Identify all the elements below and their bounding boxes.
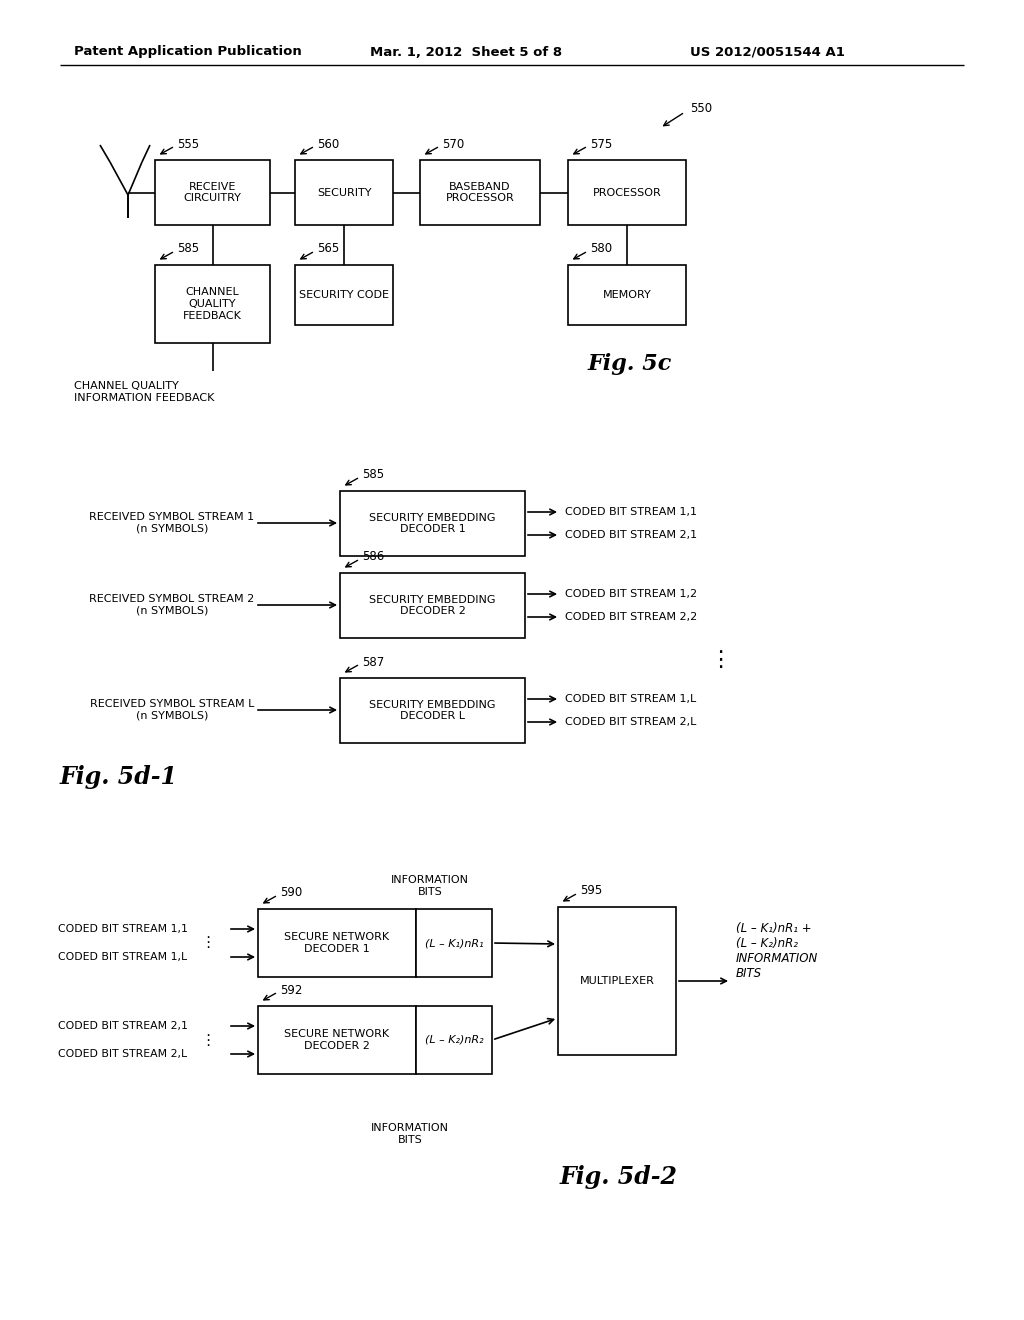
Text: MEMORY: MEMORY: [603, 290, 651, 300]
Text: RECEIVED SYMBOL STREAM L
(n SYMBOLS): RECEIVED SYMBOL STREAM L (n SYMBOLS): [90, 700, 254, 721]
Text: 595: 595: [580, 884, 602, 898]
Text: 575: 575: [590, 137, 612, 150]
Text: 585: 585: [177, 243, 199, 256]
Text: CHANNEL QUALITY
INFORMATION FEEDBACK: CHANNEL QUALITY INFORMATION FEEDBACK: [74, 381, 214, 403]
Text: CODED BIT STREAM 2,L: CODED BIT STREAM 2,L: [565, 717, 696, 727]
Text: CODED BIT STREAM 2,L: CODED BIT STREAM 2,L: [58, 1049, 187, 1059]
Text: CODED BIT STREAM 2,1: CODED BIT STREAM 2,1: [58, 1020, 187, 1031]
Text: INFORMATION
BITS: INFORMATION BITS: [371, 1123, 449, 1144]
Bar: [416, 909, 492, 977]
Text: 586: 586: [362, 550, 384, 564]
Text: Mar. 1, 2012  Sheet 5 of 8: Mar. 1, 2012 Sheet 5 of 8: [370, 45, 562, 58]
Text: RECEIVE
CIRCUITRY: RECEIVE CIRCUITRY: [183, 182, 242, 203]
Text: ⋮: ⋮: [709, 649, 731, 671]
Text: Patent Application Publication: Patent Application Publication: [74, 45, 302, 58]
Bar: [340, 678, 525, 743]
Text: RECEIVED SYMBOL STREAM 2
(n SYMBOLS): RECEIVED SYMBOL STREAM 2 (n SYMBOLS): [89, 594, 255, 616]
Text: INFORMATION
BITS: INFORMATION BITS: [391, 875, 469, 896]
Text: (L – K₁)nR₁ +
(L – K₂)nR₂
INFORMATION
BITS: (L – K₁)nR₁ + (L – K₂)nR₂ INFORMATION BI…: [736, 921, 818, 979]
Text: 592: 592: [280, 983, 302, 997]
Text: CODED BIT STREAM 2,2: CODED BIT STREAM 2,2: [565, 612, 697, 622]
Text: SECURE NETWORK
DECODER 1: SECURE NETWORK DECODER 1: [285, 932, 389, 954]
Bar: [568, 265, 686, 325]
Text: CODED BIT STREAM 1,1: CODED BIT STREAM 1,1: [565, 507, 697, 517]
Bar: [155, 160, 270, 224]
Text: SECURITY EMBEDDING
DECODER L: SECURITY EMBEDDING DECODER L: [370, 700, 496, 721]
Text: 587: 587: [362, 656, 384, 668]
Bar: [295, 160, 393, 224]
Text: ⋮: ⋮: [201, 936, 216, 950]
Bar: [416, 1006, 492, 1074]
Bar: [258, 909, 416, 977]
Text: CODED BIT STREAM 1,1: CODED BIT STREAM 1,1: [58, 924, 187, 935]
Text: 555: 555: [177, 137, 199, 150]
Bar: [258, 1006, 416, 1074]
Text: CODED BIT STREAM 2,1: CODED BIT STREAM 2,1: [565, 531, 697, 540]
Text: 585: 585: [362, 469, 384, 482]
Text: (L – K₂)nR₂: (L – K₂)nR₂: [425, 1035, 483, 1045]
Bar: [558, 907, 676, 1055]
Text: BASEBAND
PROCESSOR: BASEBAND PROCESSOR: [445, 182, 514, 203]
Text: SECURE NETWORK
DECODER 2: SECURE NETWORK DECODER 2: [285, 1030, 389, 1051]
Text: Fig. 5c: Fig. 5c: [588, 352, 672, 375]
Bar: [340, 491, 525, 556]
Bar: [420, 160, 540, 224]
Text: Fig. 5d-2: Fig. 5d-2: [560, 1166, 678, 1189]
Text: ⋮: ⋮: [201, 1032, 216, 1048]
Text: MULTIPLEXER: MULTIPLEXER: [580, 975, 654, 986]
Text: Fig. 5d-1: Fig. 5d-1: [60, 766, 178, 789]
Text: SECURITY: SECURITY: [316, 187, 372, 198]
Text: SECURITY EMBEDDING
DECODER 1: SECURITY EMBEDDING DECODER 1: [370, 512, 496, 535]
Text: PROCESSOR: PROCESSOR: [593, 187, 662, 198]
Text: 570: 570: [442, 137, 464, 150]
Text: CHANNEL
QUALITY
FEEDBACK: CHANNEL QUALITY FEEDBACK: [183, 288, 242, 321]
Text: 560: 560: [317, 137, 339, 150]
Text: SECURITY CODE: SECURITY CODE: [299, 290, 389, 300]
Text: CODED BIT STREAM 1,L: CODED BIT STREAM 1,L: [58, 952, 187, 962]
Text: RECEIVED SYMBOL STREAM 1
(n SYMBOLS): RECEIVED SYMBOL STREAM 1 (n SYMBOLS): [89, 512, 255, 533]
Text: US 2012/0051544 A1: US 2012/0051544 A1: [690, 45, 845, 58]
Bar: [568, 160, 686, 224]
Text: 580: 580: [590, 243, 612, 256]
Bar: [295, 265, 393, 325]
Text: (L – K₁)nR₁: (L – K₁)nR₁: [425, 939, 483, 948]
Bar: [155, 265, 270, 343]
Text: 590: 590: [280, 887, 302, 899]
Text: 565: 565: [317, 243, 339, 256]
Bar: [340, 573, 525, 638]
Text: CODED BIT STREAM 1,L: CODED BIT STREAM 1,L: [565, 694, 696, 704]
Text: 550: 550: [690, 103, 712, 116]
Text: SECURITY EMBEDDING
DECODER 2: SECURITY EMBEDDING DECODER 2: [370, 595, 496, 616]
Text: CODED BIT STREAM 1,2: CODED BIT STREAM 1,2: [565, 589, 697, 599]
